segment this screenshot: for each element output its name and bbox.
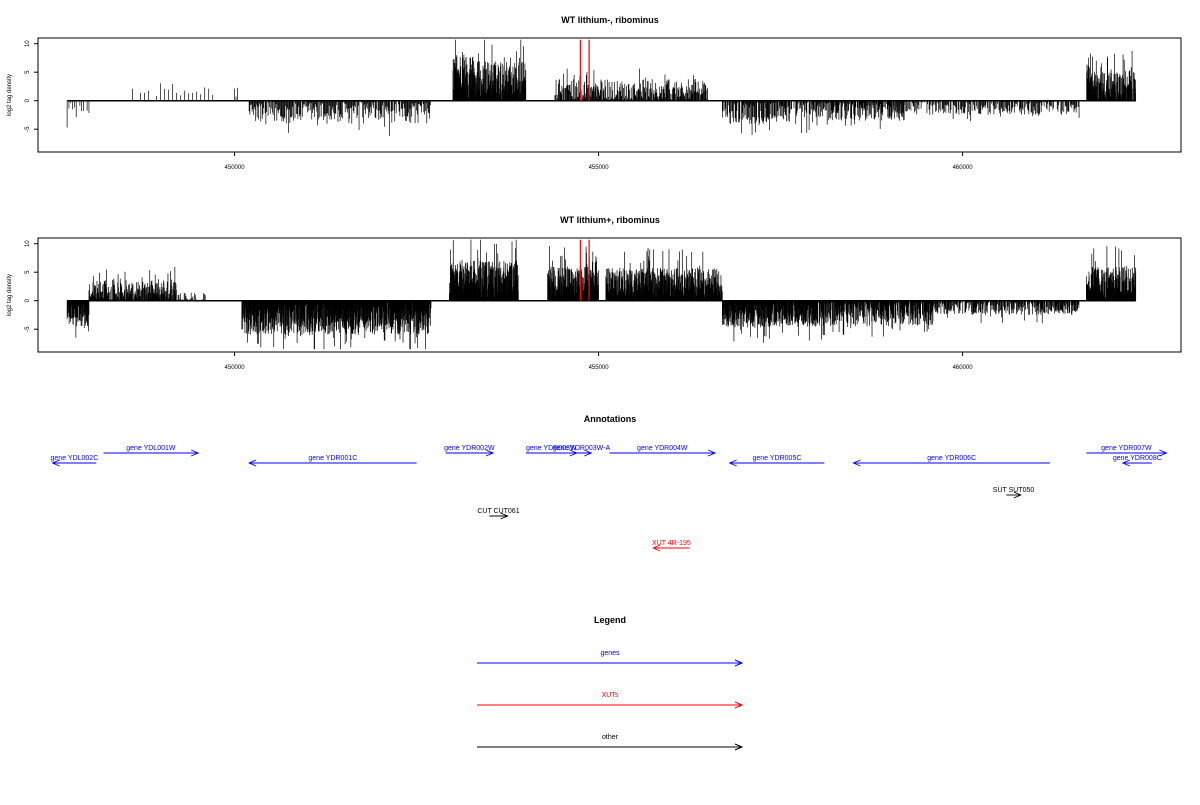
y-axis-label: log2 tag density xyxy=(7,74,13,116)
x-tick-label: 460000 xyxy=(953,365,974,371)
x-tick-label: 450000 xyxy=(225,165,246,171)
y-tick-label: -5 xyxy=(25,326,31,332)
density-bars xyxy=(67,40,1136,136)
plot-frame xyxy=(38,38,1181,152)
y-tick-label: 0 xyxy=(25,98,31,102)
y-tick-label: 0 xyxy=(25,298,31,302)
x-tick-label: 455000 xyxy=(589,365,610,371)
density-bars xyxy=(67,240,1136,349)
y-tick-label: 5 xyxy=(25,270,31,274)
track-title: WT lithium-, ribominus xyxy=(561,15,659,25)
y-tick-label: 10 xyxy=(25,240,31,247)
track-title: WT lithium+, ribominus xyxy=(560,215,660,225)
y-axis-label: log2 tag density xyxy=(7,274,13,316)
x-tick-label: 450000 xyxy=(225,365,246,371)
x-tick-label: 460000 xyxy=(953,165,974,171)
y-tick-label: 10 xyxy=(25,40,31,47)
track-lithium-plus: WT lithium+, ribominus log2 tag density -5… xyxy=(7,215,1181,371)
x-tick-label: 455000 xyxy=(589,165,610,171)
y-tick-label: -5 xyxy=(25,126,31,132)
track-lithium-minus: WT lithium-, ribominus log2 tag density -5… xyxy=(7,15,1181,171)
y-tick-label: 5 xyxy=(25,70,31,74)
